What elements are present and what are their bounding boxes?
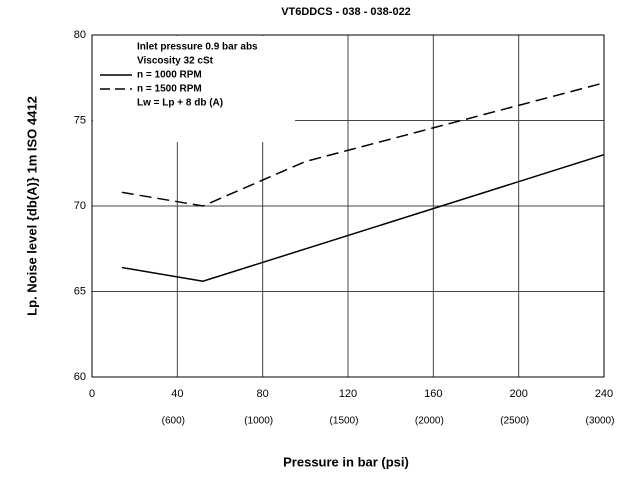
x2-tick-label: (2000) bbox=[415, 416, 444, 427]
y-tick-label: 65 bbox=[74, 285, 86, 297]
y-tick-label: 75 bbox=[74, 114, 86, 126]
x-tick-label: 80 bbox=[257, 388, 269, 400]
legend-label: n = 1500 RPM bbox=[137, 84, 202, 95]
x2-tick-label: (2500) bbox=[500, 416, 529, 427]
y-tick-label: 60 bbox=[74, 371, 86, 383]
x-tick-label: 40 bbox=[171, 388, 183, 400]
x-axis-label: Pressure in bar (psi) bbox=[283, 454, 409, 469]
series-line bbox=[121, 82, 605, 207]
x-tick-label: 120 bbox=[339, 388, 357, 400]
legend-box bbox=[93, 36, 295, 142]
x-tick-label: 240 bbox=[595, 388, 613, 400]
chart-title: VT6DDCS - 038 - 038-022 bbox=[281, 6, 411, 18]
annotation: Lw = Lp + 8 db (A) bbox=[137, 98, 223, 109]
legend-label: n = 1000 RPM bbox=[137, 70, 202, 81]
x2-tick-label: (3000) bbox=[586, 416, 615, 427]
y-tick-label: 80 bbox=[74, 29, 86, 41]
y-tick-label: 70 bbox=[74, 200, 86, 212]
x-tick-label: 160 bbox=[424, 388, 442, 400]
series-line bbox=[121, 153, 605, 283]
annotation: Viscosity 32 cSt bbox=[137, 56, 214, 67]
x-tick-label: 0 bbox=[89, 388, 95, 400]
y-axis-label: Lp. Noise level {db(A)} 1m ISO 4412 bbox=[24, 96, 39, 316]
plot-border bbox=[91, 34, 605, 378]
x2-tick-label: (1000) bbox=[244, 416, 273, 427]
x2-tick-label: (1500) bbox=[330, 416, 359, 427]
x-tick-label: 200 bbox=[509, 388, 527, 400]
annotation: Inlet pressure 0.9 bar abs bbox=[137, 42, 258, 53]
x2-tick-label: (600) bbox=[162, 416, 185, 427]
